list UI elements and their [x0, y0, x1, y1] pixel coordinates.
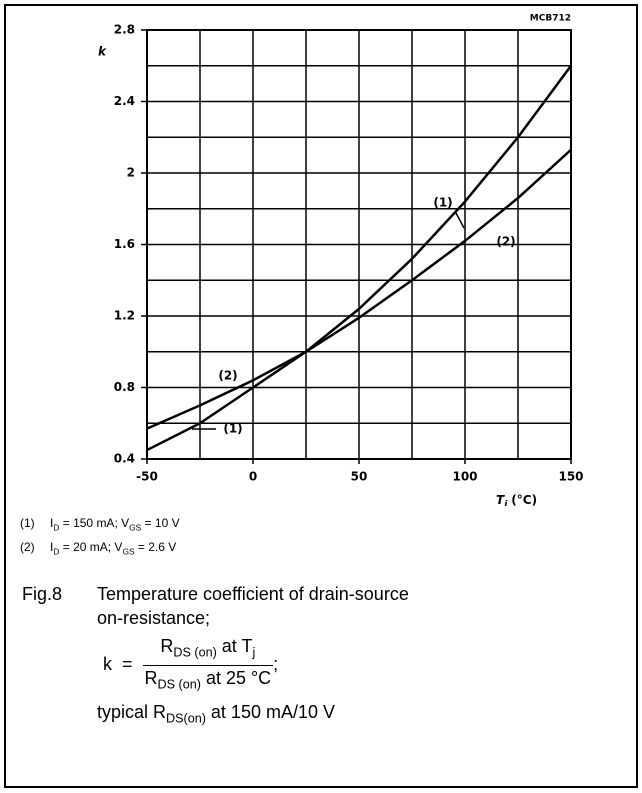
note-text: ID = 20 mA; VGS = 2.6 V [50, 540, 177, 557]
numerator: RDS (on) at Tj [142, 634, 274, 666]
y-tick-label: 1.2 [114, 309, 135, 323]
y-tick-label: 2 [127, 166, 135, 180]
note-marker: (1) [20, 516, 35, 530]
text-segment: I [50, 540, 54, 554]
note: (2) ID = 20 mA; VGS = 2.6 V [20, 540, 176, 556]
x-tick-label: 0 [249, 470, 257, 484]
caption-line: on-resistance; [97, 608, 211, 628]
text-segment: at 150 mA/10 V [205, 702, 335, 723]
leader-line [455, 212, 465, 229]
text-segment: typical R [97, 702, 167, 723]
x-axis-label-unit: (°C) [511, 493, 537, 507]
x-tick-label: 50 [351, 470, 368, 484]
y-axis-label: k [98, 45, 107, 59]
curve-label: (2) [496, 235, 515, 249]
caption-line: typical RDS(on) at 150 mA/10 V [97, 700, 577, 731]
curve-label: (2) [218, 369, 237, 383]
fraction: RDS (on) at Tj RDS (on) at 25 °C [142, 634, 274, 697]
text-segment: = 2.6 V [134, 540, 177, 554]
x-axis-label-sub: j [502, 500, 508, 507]
plot-border [146, 29, 572, 460]
caption-line: Temperature coefficient of drain-source [97, 584, 409, 604]
subscript: DS (on) [173, 645, 217, 660]
curve-label: (1) [223, 422, 242, 436]
y-tick-label: 1.6 [114, 237, 135, 251]
x-axis-label: Tj (°C) [496, 493, 537, 507]
caption-body: Temperature coefficient of drain-source … [97, 582, 577, 731]
chart: 0.4 0.8 1.2 1.6 2 2.4 2.8 -50 0 50 100 150 (1) (2) (2)… [98, 14, 584, 507]
y-tick-label: 0.4 [114, 452, 135, 466]
subscript: DS (on) [157, 677, 201, 692]
x-tick-label: 100 [452, 470, 477, 484]
figure-frame: 0.4 0.8 1.2 1.6 2 2.4 2.8 -50 0 50 100 150 (1) (2) (2)… [4, 4, 638, 788]
x-tick-label: -50 [136, 470, 158, 484]
denominator: RDS (on) at 25 °C [143, 666, 274, 697]
text-segment: = 10 V [141, 516, 180, 530]
curve [146, 65, 573, 452]
formula: k = RDS (on) at Tj RDS (on) at 25 °C; [103, 634, 577, 696]
text-segment: R [144, 667, 158, 688]
subscript: D [53, 546, 60, 557]
subscript: j [252, 645, 256, 660]
curve [146, 148, 572, 430]
text-segment: at T [216, 636, 253, 656]
subscript: D [53, 522, 60, 533]
text-segment: R [160, 636, 174, 656]
formula-equals: = [122, 653, 133, 674]
y-tick-label: 2.4 [114, 94, 135, 108]
subscript: GS [129, 522, 142, 533]
note-text: ID = 150 mA; VGS = 10 V [50, 516, 180, 533]
figure-code: MCB712 [530, 14, 571, 24]
text-segment: = 20 mA; V [59, 540, 123, 554]
subscript: DS(on) [166, 711, 206, 726]
figure-number: Fig.8 [22, 584, 63, 604]
x-axis-label-main: T [496, 493, 505, 507]
subscript: GS [122, 546, 135, 557]
text-segment: at 25 °C [200, 667, 272, 688]
note: (1) ID = 150 mA; VGS = 10 V [20, 516, 180, 532]
y-tick-label: 2.8 [114, 23, 135, 37]
y-tick-label: 0.8 [114, 380, 135, 394]
note-marker: (2) [20, 540, 35, 554]
text-segment: = 150 mA; V [59, 516, 130, 530]
text-segment: I [50, 516, 54, 530]
formula-end: ; [273, 653, 279, 674]
x-tick-label: 150 [558, 470, 583, 484]
curve-label: (1) [433, 196, 452, 210]
formula-lhs: k [103, 653, 112, 674]
